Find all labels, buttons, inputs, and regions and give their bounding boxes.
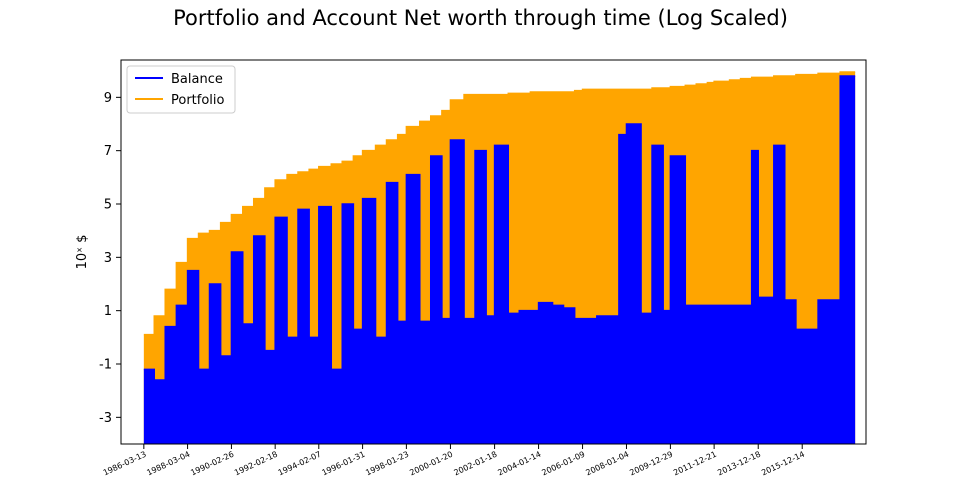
legend: Balance Portfolio — [126, 65, 236, 114]
x-tick-label: 1988-03-04 — [145, 450, 191, 478]
y-tick-label: 1 — [104, 304, 112, 319]
x-axis: 1986-03-131988-03-041990-02-261992-02-18… — [102, 444, 806, 477]
x-tick-label: 1990-02-26 — [189, 450, 235, 478]
y-tick-label: 5 — [104, 198, 112, 213]
legend-balance-label: Balance — [171, 72, 223, 87]
legend-portfolio-label: Portfolio — [171, 93, 225, 108]
x-tick-label: 1996-01-31 — [320, 450, 366, 478]
y-tick-label: -1 — [99, 358, 112, 373]
x-tick-label: 1992-02-18 — [233, 450, 279, 478]
y-tick-label: 7 — [104, 144, 112, 159]
x-tick-label: 2013-12-18 — [716, 450, 762, 478]
x-tick-label: 2002-01-18 — [452, 450, 498, 478]
plot-area — [143, 71, 856, 444]
x-tick-label: 1986-03-13 — [102, 450, 148, 478]
x-tick-label: 1998-01-23 — [364, 450, 410, 478]
series-portfolio-line — [143, 71, 856, 336]
y-axis-label: 10ˣ $ — [75, 235, 90, 270]
x-tick-label: 2008-01-04 — [584, 450, 630, 478]
x-tick-label: 2009-12-29 — [628, 450, 674, 478]
series-balance-line — [143, 75, 856, 381]
chart-title: Portfolio and Account Net worth through … — [173, 6, 788, 30]
x-tick-label: 2004-01-14 — [496, 450, 542, 478]
y-tick-label: 9 — [104, 91, 112, 106]
y-axis: -3 -1 1 3 5 7 9 — [99, 91, 121, 426]
x-tick-label: 2000-01-20 — [408, 450, 454, 478]
y-tick-label: -3 — [99, 411, 112, 426]
plot-frame — [120, 59, 867, 445]
y-tick-label: 3 — [104, 251, 112, 266]
x-tick-label: 1994-02-07 — [277, 450, 323, 478]
x-tick-label: 2011-12-21 — [672, 450, 718, 478]
x-tick-label: 2006-01-09 — [540, 450, 586, 478]
x-tick-label: 2015-12-14 — [760, 450, 806, 478]
series-balance-area — [143, 76, 856, 444]
